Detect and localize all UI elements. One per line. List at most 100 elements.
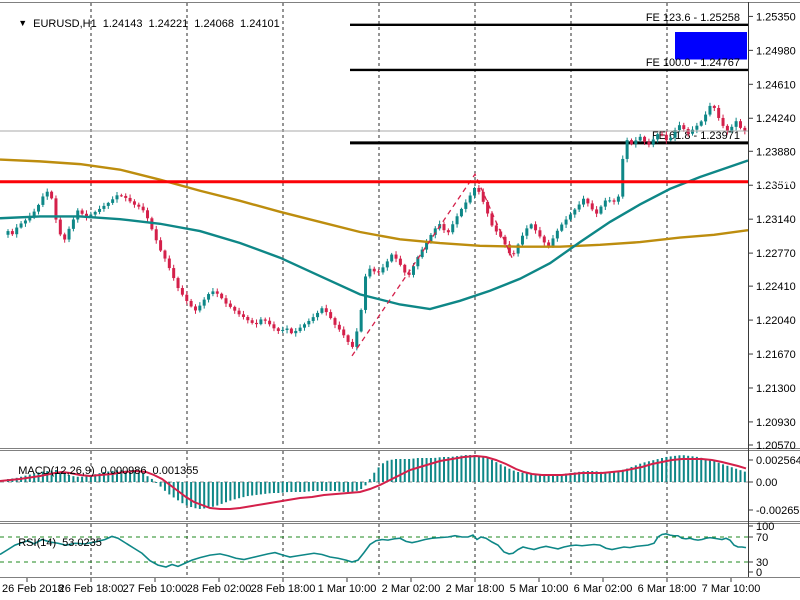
macd-bar	[63, 473, 66, 482]
macd-axis-label: 0.002564	[756, 455, 800, 467]
candle-body	[390, 254, 394, 262]
quote-low: 1.24068	[194, 18, 235, 30]
macd-bar	[438, 457, 441, 482]
macd-bar	[303, 482, 306, 492]
macd-bar	[543, 475, 546, 482]
candle-body	[499, 231, 503, 237]
macd-bar	[661, 458, 663, 482]
macd-bar	[504, 466, 507, 482]
macd-axis-label: 0.00	[756, 477, 777, 489]
candle-body	[146, 210, 150, 219]
macd-bar	[538, 475, 541, 482]
candle-body	[207, 294, 211, 300]
candle-body	[664, 134, 668, 141]
macd-bar	[272, 482, 275, 493]
candle-body	[490, 213, 494, 226]
symbol-period: EURUSD,H1	[33, 18, 97, 30]
time-axis-label: 6 Mar 02:00	[574, 583, 633, 595]
macd-bar	[556, 474, 559, 482]
candle-body	[599, 206, 603, 214]
candle-body	[647, 141, 651, 145]
time-axis-label: 28 Feb 02:00	[187, 583, 252, 595]
macd-bar	[647, 461, 650, 482]
candle-body	[629, 140, 633, 145]
candle-body	[311, 317, 315, 321]
candle-body	[333, 318, 337, 325]
macd-bar	[120, 470, 123, 482]
macd-bar	[85, 476, 88, 482]
rsi-axis-label: 0	[756, 567, 762, 579]
macd-bar	[137, 472, 140, 482]
macd-bar	[717, 462, 720, 482]
candle-body	[529, 224, 533, 229]
price-axis[interactable]: 1.25350 1.24980 1.24610 1.24240 1.23880 1.235…	[748, 11, 800, 579]
candle-body	[608, 200, 612, 202]
macd-bar	[155, 482, 158, 483]
candle-body	[582, 198, 586, 205]
macd-bar	[678, 455, 681, 482]
candle-body	[643, 136, 647, 142]
price-axis-label: 1.23880	[756, 146, 796, 158]
fib-zigzag	[351, 172, 513, 357]
candle-body	[433, 228, 437, 235]
rsi-axis-label: 30	[756, 557, 768, 569]
candle-body	[442, 224, 446, 231]
macd-bar	[216, 482, 219, 506]
candle-body	[717, 107, 721, 118]
candle-body	[473, 187, 477, 196]
candle-body	[346, 335, 350, 342]
candle-body	[555, 230, 559, 239]
macd-bar	[211, 482, 214, 507]
macd-bar	[621, 469, 624, 482]
fib-target-zone[interactable]	[675, 32, 747, 60]
macd-bar	[695, 456, 698, 482]
rsi-indicator-label: RSI(14) 53.0235	[6, 525, 108, 561]
candle-body	[656, 134, 660, 140]
ma-slow-line	[0, 158, 749, 248]
candle-body	[638, 136, 642, 141]
macd-bar	[403, 459, 406, 482]
price-axis-label: 1.21670	[756, 349, 796, 361]
macd-bar	[630, 466, 633, 482]
candle-body	[586, 198, 590, 204]
macd-bar	[225, 482, 227, 503]
macd-bar	[499, 464, 502, 482]
candle-body	[342, 329, 346, 336]
candle-body	[695, 125, 699, 130]
macd-bar	[277, 482, 280, 493]
macd-bar	[460, 455, 463, 482]
candle-body	[568, 214, 572, 220]
macd-bar	[251, 482, 254, 496]
macd-bar	[325, 482, 328, 491]
ma-fast	[0, 159, 749, 311]
candle-body	[198, 305, 202, 311]
macd-bar	[599, 471, 602, 482]
macd-bar	[451, 456, 454, 482]
macd-bar	[573, 472, 576, 482]
macd-bar	[386, 460, 389, 482]
macd-bar	[233, 482, 236, 500]
macd-bar	[190, 482, 193, 508]
rsi-line	[0, 533, 747, 568]
price-axis-label: 1.21300	[756, 383, 796, 395]
candle-body	[263, 319, 267, 321]
macd-bar	[704, 458, 707, 482]
candle-body	[738, 121, 742, 128]
macd-bar	[639, 463, 642, 482]
candle-body	[272, 324, 276, 329]
collapse-triangle-icon[interactable]: ▼	[18, 18, 28, 28]
candle-body	[730, 126, 734, 132]
macd-bar	[242, 482, 245, 498]
macd-bar	[456, 456, 459, 482]
candle-body	[603, 200, 607, 207]
macd-bar	[338, 482, 341, 492]
macd-bar	[98, 473, 101, 482]
candle-body	[128, 197, 132, 202]
candle-body	[15, 227, 19, 235]
macd-bar	[181, 482, 184, 504]
macd-bar	[395, 459, 398, 482]
